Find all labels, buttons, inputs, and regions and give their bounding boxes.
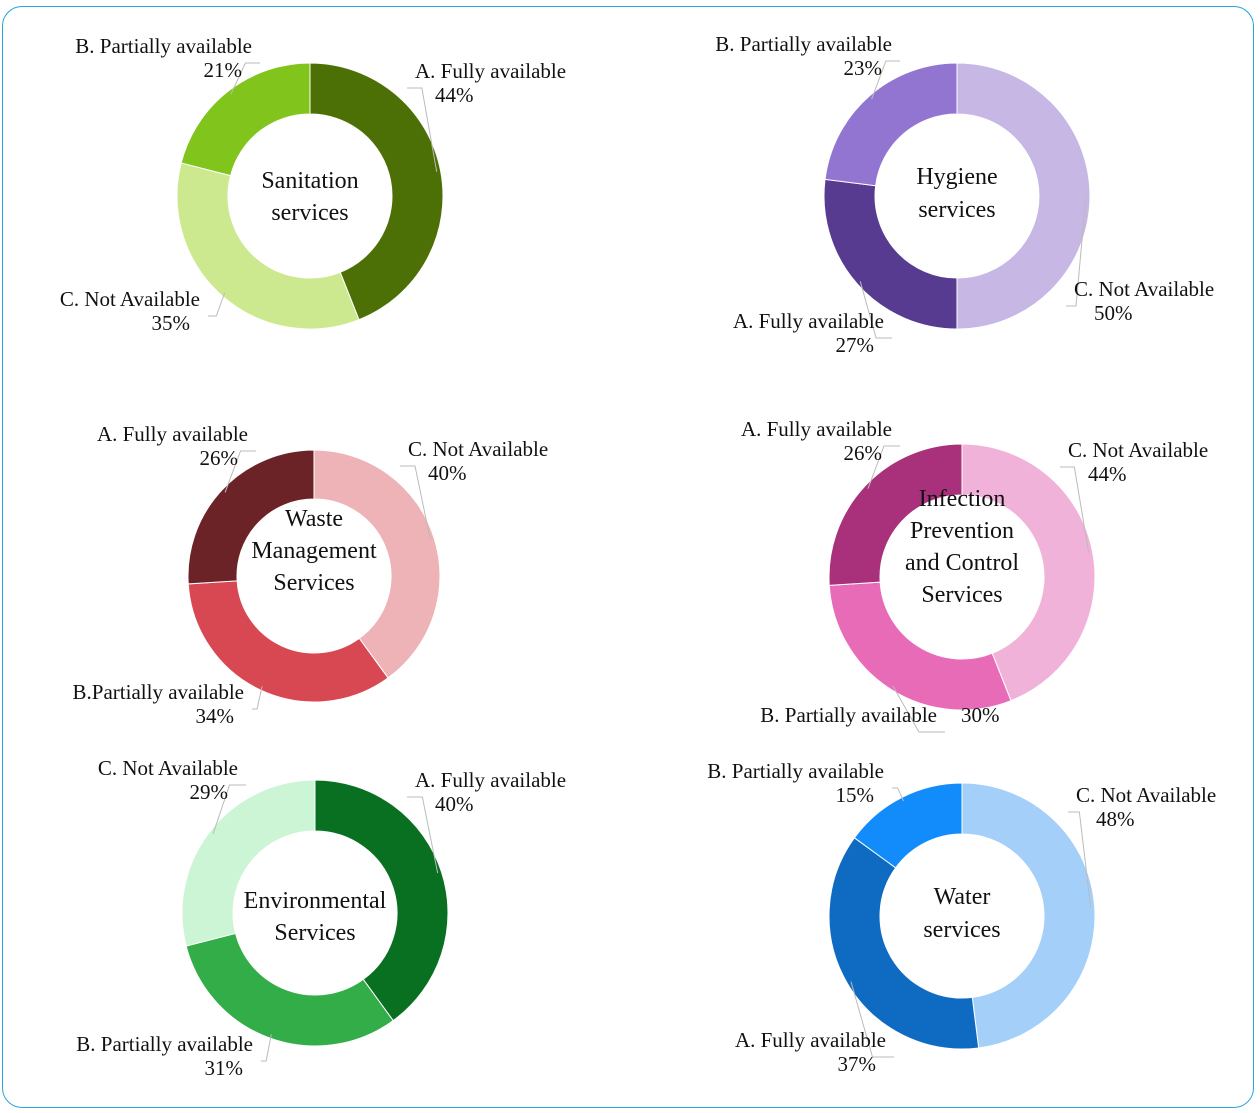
slice-pct-waste-management-services-c: 40% (428, 461, 467, 485)
slice-sanitation-services-c (176, 162, 360, 330)
slice-environmental-services-a (314, 779, 449, 1022)
slice-pct-waste-management-services-b: 34% (196, 704, 235, 728)
leader-line-waste-management-services-b (252, 686, 263, 710)
leader-line-water-services-c (1068, 811, 1092, 908)
chart-title-waste-management-services-line-1: Waste (285, 506, 343, 532)
slice-pct-waste-management-services-a: 26% (200, 446, 239, 470)
slice-sanitation-services-b (180, 62, 311, 177)
slice-pct-hygiene-services-b: 23% (844, 56, 883, 80)
slice-waste-management-services-c (313, 449, 441, 679)
slice-infection-prevention-and-control-services-c (961, 443, 1096, 702)
leader-line-hygiene-services-b (871, 60, 900, 100)
slice-waste-management-services-b (187, 580, 389, 703)
chart-title-environmental-services-line-2: Services (274, 920, 355, 946)
slice-water-services-c (961, 782, 1096, 1049)
slice-hygiene-services-c (956, 62, 1091, 330)
slice-label-sanitation-services-a: A. Fully available (415, 59, 566, 83)
leader-line-sanitation-services-b (230, 62, 260, 95)
leader-line-water-services-a (850, 981, 894, 1058)
chart-title-infection-prevention-and-control-services-line-4: Services (921, 582, 1002, 608)
slice-pct-infection-prevention-and-control-services-c: 44% (1088, 462, 1127, 486)
leader-line-water-services-b (892, 787, 904, 802)
slice-label-hygiene-services-a: A. Fully available (733, 309, 884, 333)
leader-line-environmental-services-c (212, 784, 246, 835)
slice-infection-prevention-and-control-services-a (828, 443, 963, 586)
chart-title-infection-prevention-and-control-services-line-1: Infection (919, 486, 1006, 512)
leader-line-waste-management-services-c (400, 465, 431, 539)
slice-environmental-services-c (181, 779, 316, 947)
leader-line-infection-prevention-and-control-services-a (867, 445, 900, 489)
slice-pct-environmental-services-c: 29% (190, 780, 229, 804)
slice-pct-hygiene-services-c: 50% (1094, 301, 1133, 325)
slice-label-sanitation-services-b: B. Partially available (75, 34, 252, 58)
chart-title-sanitation-services-line-1: Sanitation (261, 168, 358, 194)
chart-title-waste-management-services-line-3: Services (273, 570, 354, 596)
slice-label-waste-management-services-c: C. Not Available (408, 437, 548, 461)
slice-hygiene-services-b (824, 62, 958, 187)
slice-pct-infection-prevention-and-control-services-b: 30% (961, 703, 1000, 727)
slice-pct-sanitation-services-b: 21% (204, 58, 243, 82)
slice-pct-water-services-b: 15% (836, 783, 875, 807)
slice-pct-environmental-services-a: 40% (435, 792, 474, 816)
leader-line-sanitation-services-a (407, 87, 438, 172)
leader-line-waste-management-services-a (224, 450, 256, 493)
leader-line-hygiene-services-a (859, 281, 892, 339)
slice-pct-infection-prevention-and-control-services-a: 26% (844, 441, 883, 465)
leader-line-hygiene-services-c (1066, 195, 1087, 307)
chart-title-sanitation-services-line-2: services (271, 200, 348, 226)
slice-pct-water-services-c: 48% (1096, 807, 1135, 831)
slice-label-sanitation-services-c: C. Not Available (60, 287, 200, 311)
slice-label-water-services-c: C. Not Available (1076, 783, 1216, 807)
chart-title-hygiene-services-line-1: Hygiene (916, 164, 997, 190)
slice-label-hygiene-services-c: C. Not Available (1074, 277, 1214, 301)
slice-label-waste-management-services-a: A. Fully available (97, 422, 248, 446)
slice-pct-hygiene-services-a: 27% (836, 333, 875, 357)
slice-waste-management-services-a (187, 449, 315, 585)
chart-title-infection-prevention-and-control-services-line-2: Prevention (910, 518, 1014, 544)
slice-pct-water-services-a: 37% (838, 1052, 877, 1076)
slice-pct-environmental-services-b: 31% (205, 1056, 244, 1080)
chart-title-water-services-line-2: services (923, 917, 1000, 943)
leader-line-environmental-services-a (407, 796, 439, 874)
slice-sanitation-services-a (309, 62, 444, 321)
slice-water-services-b (853, 782, 963, 869)
slice-label-environmental-services-b: B. Partially available (76, 1032, 253, 1056)
leader-line-sanitation-services-c (208, 292, 226, 317)
chart-title-water-services-line-1: Water (934, 884, 991, 910)
slice-water-services-a (828, 837, 980, 1050)
chart-title-environmental-services-line-1: Environmental (244, 888, 387, 914)
leader-line-infection-prevention-and-control-services-b (892, 685, 945, 733)
slice-label-infection-prevention-and-control-services-a: A. Fully available (741, 417, 892, 441)
chart-title-infection-prevention-and-control-services-line-3: and Control (905, 550, 1019, 576)
slice-label-environmental-services-c: C. Not Available (98, 756, 238, 780)
slice-environmental-services-b (185, 932, 394, 1047)
chart-title-waste-management-services-line-2: Management (251, 538, 377, 564)
slice-label-hygiene-services-b: B. Partially available (715, 32, 892, 56)
slice-label-water-services-b: B. Partially available (707, 759, 884, 783)
slice-infection-prevention-and-control-services-b (828, 581, 1012, 711)
leader-line-environmental-services-b (261, 1034, 272, 1062)
slice-pct-sanitation-services-c: 35% (152, 311, 191, 335)
slice-hygiene-services-a (823, 178, 958, 330)
slice-pct-sanitation-services-a: 44% (435, 83, 474, 107)
slice-label-environmental-services-a: A. Fully available (415, 768, 566, 792)
slice-label-infection-prevention-and-control-services-b: B. Partially available (760, 703, 937, 727)
slice-label-waste-management-services-b: B.Partially available (73, 680, 244, 704)
slice-label-infection-prevention-and-control-services-c: C. Not Available (1068, 438, 1208, 462)
chart-title-hygiene-services-line-2: services (918, 197, 995, 223)
slice-label-water-services-a: A. Fully available (735, 1028, 886, 1052)
leader-line-infection-prevention-and-control-services-c (1060, 466, 1090, 553)
